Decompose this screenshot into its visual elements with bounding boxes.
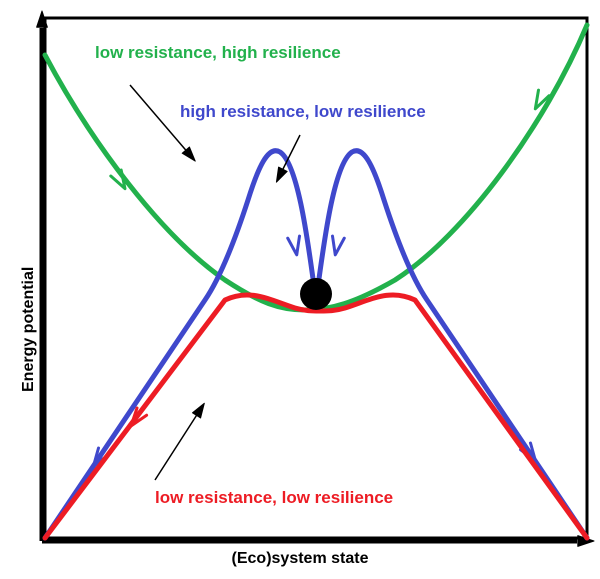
green-curve-label: low resistance, high resilience	[95, 43, 341, 63]
x-axis-label: (Eco)system state	[0, 550, 600, 568]
y-axis-label: Energy potential	[20, 267, 38, 392]
red-curve-label: low resistance, low resilience	[155, 488, 393, 508]
diagram-container: Energy potential (Eco)system state low r…	[0, 0, 600, 579]
blue-curve-label: high resistance, low resilience	[180, 102, 426, 122]
